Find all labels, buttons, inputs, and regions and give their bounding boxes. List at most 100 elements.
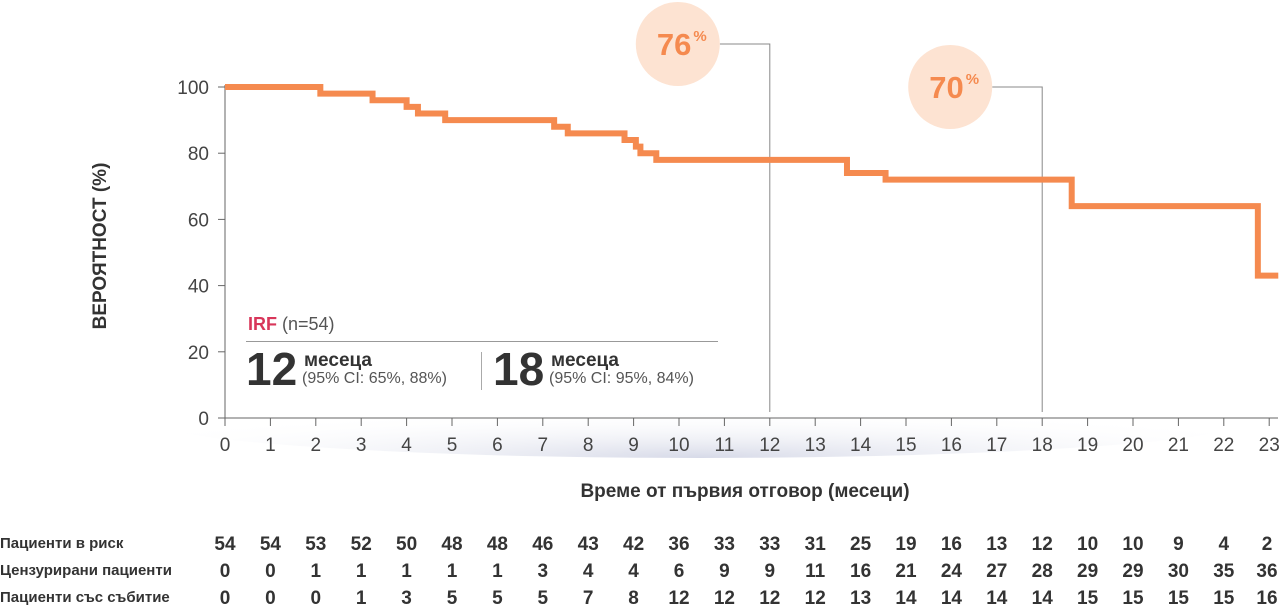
bubble-percent-sign: % <box>966 71 979 88</box>
stat-12-unit: месеца <box>304 350 372 371</box>
summary-divider <box>246 341 718 342</box>
risk-cell: 15 <box>1077 588 1099 607</box>
x-tick-label: 14 <box>850 435 872 456</box>
risk-cell: 1 <box>492 561 503 582</box>
risk-cell: 8 <box>628 588 639 607</box>
risk-cell: 24 <box>941 561 963 582</box>
percentage-bubble-12 <box>635 2 720 86</box>
risk-cell: 14 <box>895 588 917 607</box>
risk-cell: 48 <box>487 534 508 555</box>
risk-cell: 48 <box>441 534 462 555</box>
risk-cell: 4 <box>628 561 639 582</box>
x-tick-label: 10 <box>668 435 689 456</box>
risk-cell: 0 <box>265 588 276 607</box>
risk-cell: 0 <box>311 588 322 607</box>
x-axis-title: Време от първия отговор (месеци) <box>580 481 909 502</box>
risk-cell: 15 <box>1122 588 1144 607</box>
x-tick-label: 7 <box>538 435 549 456</box>
risk-cell: 1 <box>356 588 367 607</box>
risk-cell: 10 <box>1122 534 1143 555</box>
risk-cell: 21 <box>895 561 917 582</box>
risk-cell: 12 <box>1032 534 1053 555</box>
risk-cell: 42 <box>623 534 644 555</box>
percentage-bubbles: 76 %70% <box>635 2 993 129</box>
reference-line-12 <box>719 43 771 412</box>
risk-cell: 25 <box>850 534 872 555</box>
stat-18-value: 18 <box>493 343 545 395</box>
x-tick-label: 20 <box>1122 435 1143 456</box>
risk-cell: 13 <box>850 588 871 607</box>
x-tick-label: 16 <box>941 435 962 456</box>
risk-cell: 0 <box>265 561 276 582</box>
x-tick-label: 22 <box>1213 435 1234 456</box>
reference-lines <box>719 43 1043 412</box>
risk-cell: 12 <box>759 588 780 607</box>
risk-cell: 14 <box>986 588 1008 607</box>
risk-cell: 13 <box>986 534 1007 555</box>
reference-line-18 <box>992 86 1043 412</box>
risk-cell: 9 <box>1173 534 1184 555</box>
stat-12-ci: (95% CI: 65%, 88%) <box>302 370 447 387</box>
risk-cell: 1 <box>311 561 322 582</box>
x-tick-label: 0 <box>220 435 231 456</box>
risk-cell: 15 <box>1168 588 1190 607</box>
risk-cell: 27 <box>986 561 1007 582</box>
risk-cell: 28 <box>1032 561 1053 582</box>
x-tick-label: 21 <box>1168 435 1189 456</box>
x-tick-label: 8 <box>583 435 594 456</box>
risk-cell: 29 <box>1122 561 1143 582</box>
risk-cell: 12 <box>714 588 735 607</box>
risk-cell: 33 <box>759 534 780 555</box>
risk-row-label: Пациенти със събитие <box>0 589 170 606</box>
risk-cell: 52 <box>351 534 372 555</box>
risk-cell: 5 <box>447 588 458 607</box>
risk-cell: 0 <box>220 561 231 582</box>
risk-row-label: Пациенти в риск <box>0 535 124 552</box>
risk-cell: 4 <box>1219 534 1230 555</box>
risk-cell: 30 <box>1168 561 1189 582</box>
risk-cell: 1 <box>356 561 367 582</box>
risk-cell: 16 <box>1256 588 1277 607</box>
risk-row-label: Цензурирани пациенти <box>0 562 172 579</box>
y-tick-label: 100 <box>177 78 209 99</box>
x-tick-label: 4 <box>401 435 412 456</box>
risk-cell: 43 <box>578 534 599 555</box>
risk-cell: 11 <box>805 561 826 582</box>
x-tick-label: 6 <box>492 435 503 456</box>
y-tick-label: 40 <box>188 277 209 298</box>
x-tick-label: 9 <box>628 435 639 456</box>
y-tick-label: 80 <box>188 144 209 165</box>
risk-cell: 14 <box>941 588 963 607</box>
risk-cell: 3 <box>401 588 412 607</box>
x-tick-label: 17 <box>986 435 1007 456</box>
risk-cell: 53 <box>305 534 326 555</box>
risk-cell: 54 <box>214 534 236 555</box>
risk-cell: 7 <box>583 588 594 607</box>
x-tick-label: 5 <box>447 435 458 456</box>
summary-box: IRF (n=54) 12 месеца (95% CI: 65%, 88%) … <box>246 312 718 392</box>
y-tick-label: 0 <box>198 409 209 430</box>
risk-cell: 5 <box>492 588 503 607</box>
x-tick-label: 2 <box>311 435 322 456</box>
x-tick-label: 11 <box>715 435 735 456</box>
risk-cell: 12 <box>668 588 689 607</box>
risk-cell: 15 <box>1213 588 1235 607</box>
risk-cell: 12 <box>805 588 826 607</box>
group-name: IRF <box>248 314 277 334</box>
risk-cell: 19 <box>895 534 916 555</box>
risk-cell: 46 <box>532 534 553 555</box>
stat-separator <box>481 352 482 390</box>
risk-cell: 10 <box>1077 534 1098 555</box>
survival-step-line <box>225 84 1279 279</box>
risk-cell: 9 <box>765 561 776 582</box>
risk-table: Пациенти в риск 54 54 53 52 50 48 48 46 43 42 36 33 3… <box>0 534 1278 607</box>
risk-cell: 9 <box>719 561 730 582</box>
bubble-value-12: 76% <box>657 27 707 62</box>
x-tick-label: 23 <box>1259 435 1280 456</box>
x-tick-label: 15 <box>895 435 916 456</box>
survival-curve <box>225 84 1279 279</box>
y-tick-label: 20 <box>188 343 209 364</box>
risk-cell: 33 <box>714 534 735 555</box>
risk-cell: 14 <box>1032 588 1054 607</box>
